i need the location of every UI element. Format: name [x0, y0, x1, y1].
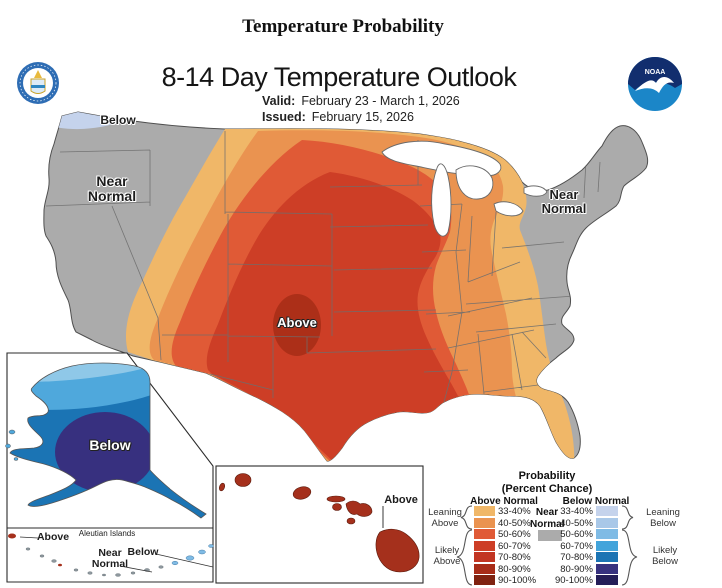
lake-erie	[493, 201, 524, 217]
core-above-ellipse	[273, 294, 321, 356]
island-kauai	[234, 473, 252, 487]
issued-row: Issued: February 15, 2026	[262, 110, 414, 124]
legend-subtitle: (Percent Chance)	[501, 483, 593, 495]
legend-above-header: Above Normal	[470, 496, 538, 507]
legend-below-header: Below Normal	[562, 496, 630, 507]
near-normal-swatch	[538, 530, 562, 541]
below-range-60-70: 60-70%	[560, 540, 593, 552]
band-60-70	[206, 172, 460, 462]
valid-row: Valid: February 23 - March 1, 2026	[262, 94, 460, 108]
great-lakes	[381, 140, 548, 237]
above-range-70-80: 70-80%	[498, 552, 531, 563]
aleutian-above-island	[8, 533, 16, 539]
below-swatch-33-40	[596, 506, 618, 516]
below-swatch-90-100	[596, 575, 618, 585]
likely-above-brace	[456, 529, 473, 586]
noaa-logo-text: NOAA	[645, 69, 666, 76]
above-range-50-60: 50-60%	[498, 529, 531, 540]
noaa-logo-icon: NOAA	[628, 57, 682, 111]
below-swatch-60-70	[596, 540, 618, 551]
below-range-90-100: 90-100%	[554, 575, 593, 586]
legend-leaning-below: Leaning Below	[646, 507, 680, 529]
state-borders	[45, 131, 601, 403]
above-range-40-50: 40-50%	[498, 517, 531, 529]
valid-label: Valid:	[262, 94, 296, 108]
likely-below-brace	[621, 529, 638, 586]
below-range-40-50: 40-50%	[560, 517, 593, 529]
above-swatch-60-70	[474, 540, 495, 551]
below-swatch-50-60	[596, 529, 618, 539]
page-title: Temperature Probability	[242, 16, 444, 37]
above-swatch-70-80	[474, 552, 495, 562]
above-range-90-100: 90-100%	[498, 575, 537, 586]
issued-value: February 15, 2026	[311, 110, 414, 124]
above-swatch-33-40	[474, 506, 495, 516]
legend-likely-above: Likely Above	[433, 545, 461, 567]
island-hawaii-big	[375, 528, 420, 573]
island-maui	[345, 500, 373, 517]
island-molokai	[326, 495, 346, 503]
lake-ontario	[523, 185, 548, 197]
above-range-60-70: 60-70%	[498, 540, 531, 552]
valid-value: February 23 - March 1, 2026	[301, 94, 460, 108]
island-kahoolawe	[346, 517, 356, 525]
map-title: 8-14 Day Temperature Outlook	[161, 62, 517, 92]
aleutian-pointer-lines	[19, 536, 214, 573]
above-swatch-90-100	[474, 575, 495, 585]
below-range-33-40: 33-40%	[560, 506, 593, 517]
below-swatch-40-50	[596, 517, 618, 528]
island-oahu	[292, 486, 312, 500]
below-range-50-60: 50-60%	[560, 529, 593, 540]
alaska-below-core	[55, 412, 155, 492]
alaska-small-islands	[5, 429, 19, 461]
legend-near-normal-label: Near Normal	[530, 507, 565, 530]
commerce-seal-icon	[17, 62, 59, 104]
issued-label: Issued:	[262, 110, 306, 124]
legend-likely-below: Likely Below	[652, 545, 678, 567]
leaning-above-brace	[460, 505, 473, 530]
below-range-70-80: 70-80%	[560, 552, 593, 563]
legend-braces	[456, 505, 638, 586]
conus-region	[43, 111, 649, 462]
below-swatch-80-90	[596, 563, 618, 574]
legend-leaning-above: Leaning Above	[428, 507, 462, 529]
legend-title: Probability	[518, 470, 576, 482]
lake-huron	[455, 165, 494, 200]
below-range-80-90: 80-90%	[560, 563, 593, 575]
below-swatch-70-80	[596, 552, 618, 562]
aleutian-strip	[8, 533, 214, 577]
above-swatch-80-90	[474, 563, 495, 574]
leaning-below-brace	[621, 505, 634, 530]
above-range-33-40: 33-40%	[498, 506, 531, 517]
above-range-80-90: 80-90%	[498, 563, 531, 575]
above-swatch-50-60	[474, 529, 495, 539]
island-lanai	[332, 503, 342, 511]
alaska-outline	[9, 362, 207, 519]
lake-michigan	[431, 163, 452, 237]
above-swatch-40-50	[474, 517, 495, 528]
hawaii-islands	[218, 473, 420, 573]
